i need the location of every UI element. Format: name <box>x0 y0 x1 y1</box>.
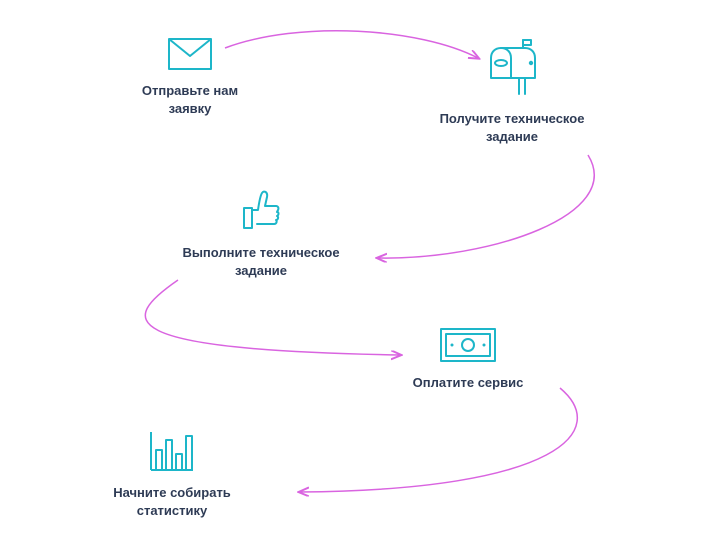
mailbox-icon <box>485 38 539 98</box>
step-pay-service-label: Оплатите сервис <box>413 374 524 392</box>
step-complete-task: Выполните техническое задание <box>180 188 342 279</box>
step-receive-task-label: Получите техническое задание <box>432 110 592 145</box>
arrow-4 <box>300 388 577 492</box>
step-pay-service: Оплатите сервис <box>398 328 538 392</box>
envelope-icon <box>168 38 212 70</box>
step-collect-stats: Начните собирать статистику <box>82 430 262 519</box>
step-collect-stats-label: Начните собирать статистику <box>82 484 262 519</box>
step-receive-task: Получите техническое задание <box>432 38 592 145</box>
step-complete-task-label: Выполните техническое задание <box>180 244 342 279</box>
barchart-icon <box>149 430 195 472</box>
process-flow-diagram: Отправьте нам заявку Получите техническо… <box>0 0 705 536</box>
step-send-request-label: Отправьте нам заявку <box>130 82 250 117</box>
step-send-request: Отправьте нам заявку <box>130 38 250 117</box>
money-icon <box>440 328 496 362</box>
arrow-2 <box>378 155 594 258</box>
arrow-3 <box>145 280 400 355</box>
thumbsup-icon <box>240 188 282 232</box>
